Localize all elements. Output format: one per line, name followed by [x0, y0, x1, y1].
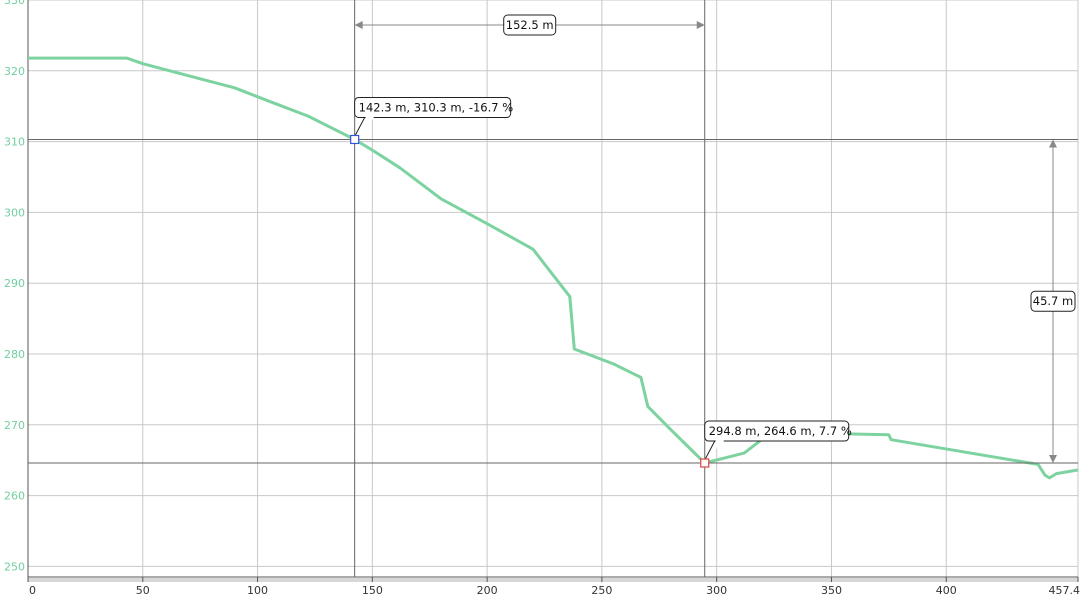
dy-arrow-up-icon — [1049, 139, 1057, 148]
measurement-overlay: 152.5 m 45.7 m — [354, 14, 1076, 464]
x-tick-label: 200 — [477, 584, 498, 597]
axes — [27, 0, 1079, 582]
tick-labels: 250 260 270 280 290 300 310 320 330 0 50 100 150 200 2… — [4, 0, 1080, 597]
dy-arrow-down-icon — [1049, 455, 1057, 464]
marker-b-pointer — [704, 440, 725, 461]
dy-label: 45.7 m — [1033, 294, 1073, 308]
markers[interactable]: 142.3 m, 310.3 m, -16.7 % 294.8 m, 264.6 … — [350, 96, 852, 468]
x-axis-band — [28, 578, 1078, 582]
y-tick-label: 320 — [4, 65, 25, 78]
dx-label: 152.5 m — [506, 18, 554, 32]
x-tick-label: 457.4 — [1049, 584, 1081, 597]
x-tick-label: 100 — [247, 584, 268, 597]
marker-a-label: 142.3 m, 310.3 m, -16.7 % — [359, 100, 514, 114]
marker-b-label: 294.8 m, 264.6 m, 7.7 % — [709, 424, 852, 438]
elevation-line — [28, 56, 1078, 480]
dx-arrow-right-icon — [696, 21, 705, 29]
dy-label-box — [1030, 290, 1076, 312]
x-tick-label: 250 — [591, 584, 612, 597]
x-tick-label: 350 — [821, 584, 842, 597]
marker-a-handle[interactable] — [350, 134, 360, 145]
marker-a-label-box — [354, 96, 512, 118]
y-tick-label: 250 — [4, 560, 25, 573]
dx-arrow-left-icon — [354, 21, 363, 29]
x-tick-label: 50 — [136, 584, 150, 597]
y-tick-label: 310 — [4, 136, 25, 149]
series — [28, 56, 1078, 480]
marker-a-pointer — [354, 116, 375, 137]
y-tick-label: 290 — [4, 277, 25, 290]
y-tick-label: 260 — [4, 490, 25, 503]
marker-b-handle[interactable] — [700, 458, 710, 468]
grid — [28, 0, 1079, 577]
x-tick-label: 400 — [936, 584, 957, 597]
y-tick-label: 280 — [4, 348, 25, 361]
x-tick-label: 300 — [706, 584, 727, 597]
x-tick-label: 150 — [362, 584, 383, 597]
cursor-overlay — [28, 0, 1078, 577]
y-tick-label: 300 — [4, 206, 25, 219]
x-tick-label: 0 — [29, 584, 36, 597]
y-tick-label: 330 — [4, 0, 25, 7]
y-tick-label: 270 — [4, 419, 25, 432]
dx-label-box — [503, 14, 557, 36]
marker-b-label-box — [704, 420, 850, 442]
